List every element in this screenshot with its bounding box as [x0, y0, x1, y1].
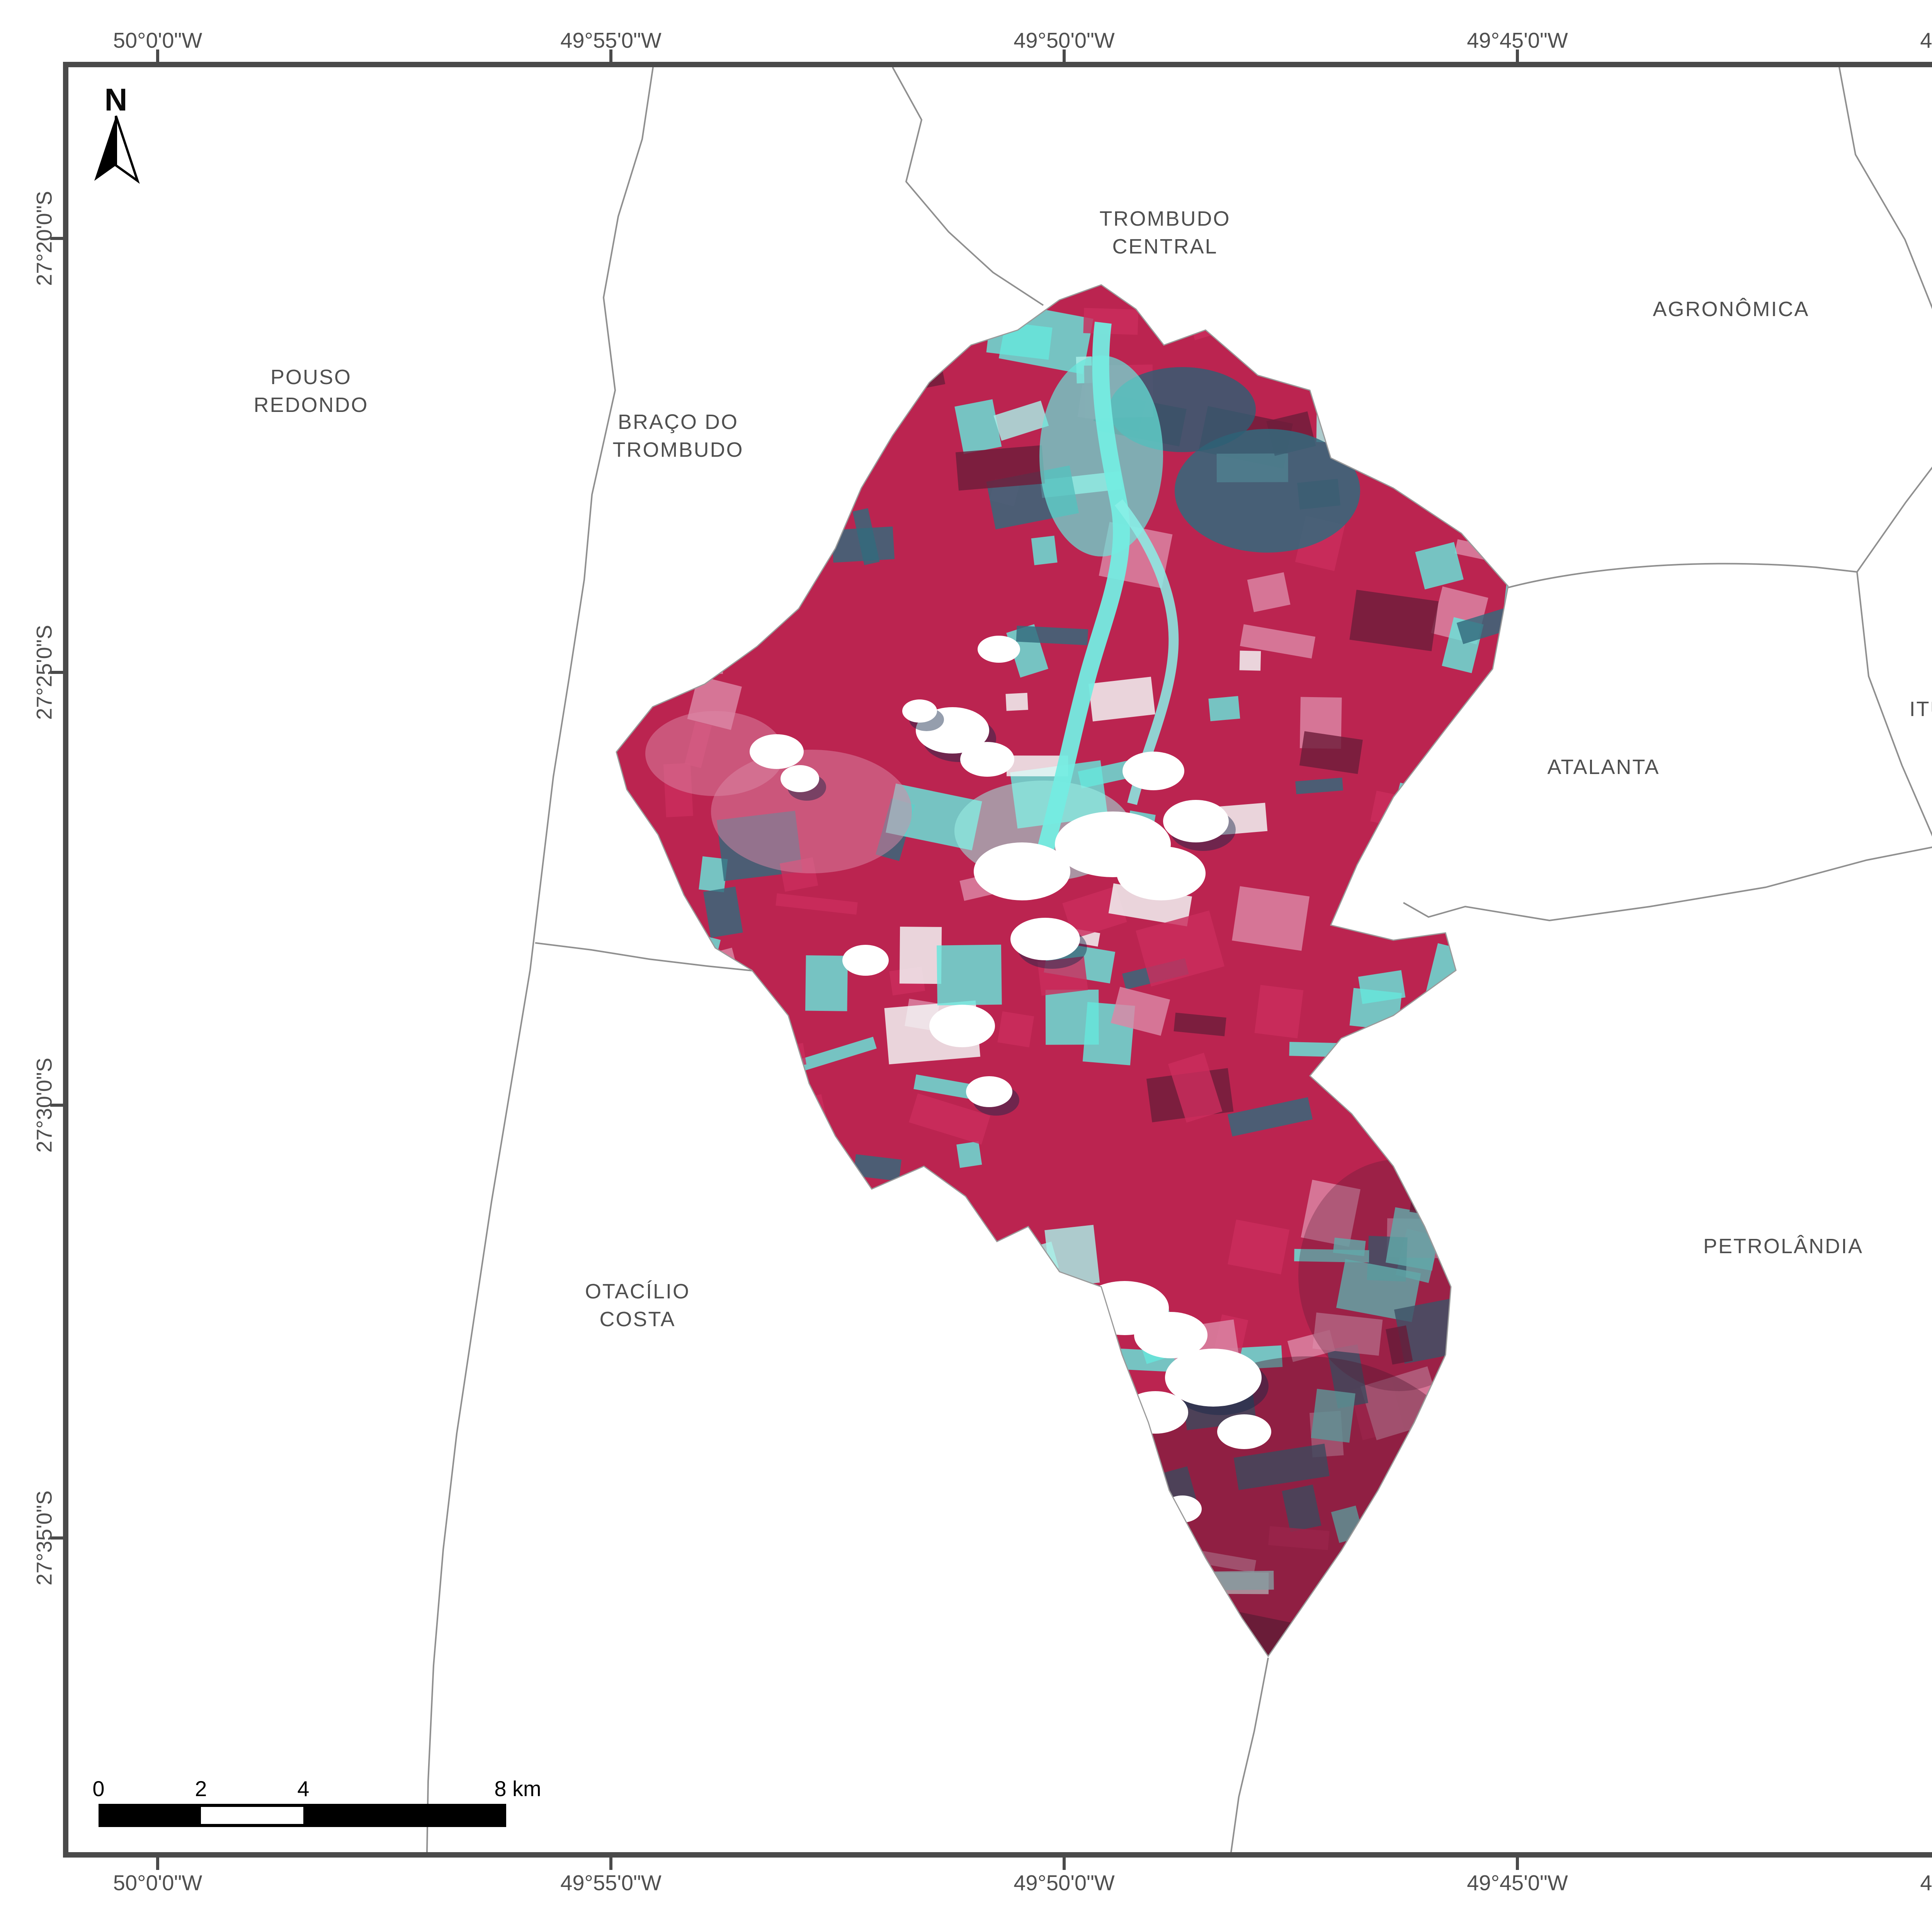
- parallel-tick-left: [50, 671, 63, 674]
- longitude-label-top: 49°50'0"W: [1014, 28, 1115, 53]
- municipality-label: POUSO REDONDO: [253, 366, 369, 417]
- parallel-tick-left: [50, 1536, 63, 1540]
- longitude-label-bottom: 49°55'0"W: [560, 1870, 662, 1895]
- parallel-tick-left: [50, 1104, 63, 1107]
- latitude-label-left: 27°20'0"S: [32, 191, 56, 286]
- north-arrow-right-half: [115, 116, 140, 184]
- meridian-tick-top: [609, 49, 612, 63]
- meridian-tick-bottom: [156, 1857, 159, 1870]
- longitude-label-top: 49°45'0"W: [1467, 28, 1568, 53]
- longitude-label-top: 50°0'0"W: [113, 28, 202, 53]
- meridian-tick-top: [156, 49, 159, 63]
- longitude-label-top: 49°40'0"W: [1920, 28, 1932, 53]
- meridian-tick-bottom: [1063, 1857, 1066, 1870]
- longitude-label-bottom: 49°45'0"W: [1467, 1870, 1568, 1895]
- north-arrow-icon: N: [94, 82, 140, 184]
- municipality-label: ATALANTA: [1547, 755, 1660, 779]
- longitude-label-bottom: 49°50'0"W: [1014, 1870, 1115, 1895]
- latitude-label-left: 27°25'0"S: [32, 624, 56, 720]
- latitude-label-left: 27°30'0"S: [32, 1057, 56, 1153]
- municipality-label: BRAÇO DO TROMBUDO: [612, 410, 744, 461]
- scale-label-8km: 8 km: [494, 1776, 541, 1801]
- scale-bar-white-segment: [201, 1807, 303, 1824]
- limite-municipal-outline: [616, 284, 1509, 1657]
- municipality-label: OTACÍLIO COSTA: [585, 1280, 690, 1331]
- meridian-tick-top: [1063, 49, 1066, 63]
- north-letter: N: [104, 82, 127, 117]
- municipal-boundaries: [426, 67, 1932, 1852]
- river-corridor: [1037, 322, 1130, 852]
- municipality-label: ITUPORANGA: [1909, 698, 1932, 721]
- scale-label-4: 4: [297, 1776, 310, 1801]
- scale-label-0: 0: [92, 1776, 105, 1801]
- longitude-label-top: 49°55'0"W: [560, 28, 662, 53]
- municipality-label: TROMBUDO CENTRAL: [1099, 207, 1231, 258]
- meridian-tick-bottom: [1516, 1857, 1519, 1870]
- longitude-label-bottom: 49°40'0"W: [1920, 1870, 1932, 1895]
- meridian-tick-top: [1516, 49, 1519, 63]
- meridian-tick-bottom: [609, 1857, 612, 1870]
- map-canvas: [426, 67, 1932, 1852]
- municipality-label: PETROLÂNDIA: [1703, 1235, 1864, 1258]
- scale-bar: [99, 1804, 506, 1827]
- scale-label-2: 2: [195, 1776, 207, 1801]
- municipality-label: AGRONÔMICA: [1653, 298, 1810, 321]
- latitude-label-left: 27°35'0"S: [32, 1490, 56, 1586]
- longitude-label-bottom: 50°0'0"W: [113, 1870, 202, 1895]
- parallel-tick-left: [50, 237, 63, 240]
- north-arrow-left-half: [94, 116, 116, 181]
